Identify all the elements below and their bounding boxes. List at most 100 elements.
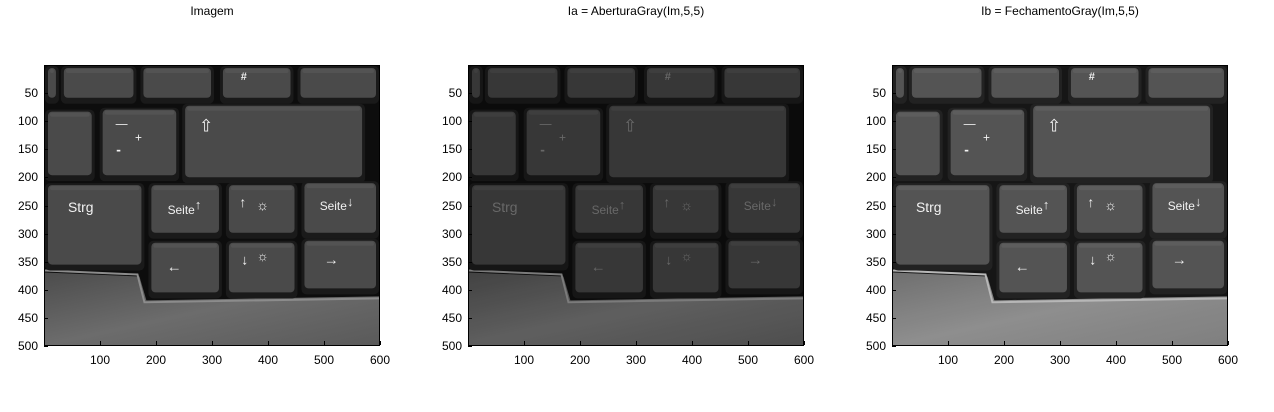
key-minus-label: — — [964, 117, 976, 131]
y-tick-label: 200 — [865, 170, 886, 185]
key-arrow-left-icon: ← — [1015, 260, 1030, 276]
key-arrow-down — [649, 240, 722, 299]
key-top-1 — [60, 66, 137, 104]
x-tick-mark — [804, 341, 805, 345]
key-arrow-up — [1073, 183, 1146, 239]
panel-title: Ia = AberturaGray(Im,5,5) — [567, 4, 705, 18]
palm-rest — [45, 272, 379, 345]
key-row2-left — [469, 109, 519, 182]
key-arrow-left — [996, 240, 1070, 299]
x-tick-label: 500 — [737, 353, 759, 367]
x-tick-mark — [1228, 341, 1229, 345]
key-strg — [893, 183, 993, 271]
keyboard-image: #—+-⇧Strg Seite ↑ ↑ ☼ Seite ↓← ↓ ☼ → — [893, 66, 1227, 345]
key-arrow-up-icon: ↑ — [239, 194, 246, 210]
x-tick-mark — [1172, 341, 1173, 345]
y-tick-label: 50 — [872, 86, 886, 101]
key-seite-up-arrow: ↑ — [195, 197, 201, 212]
x-tick-mark — [580, 341, 581, 345]
y-tick-mark — [44, 149, 48, 151]
key-arrow-up-icon: ↑ — [1087, 194, 1094, 210]
x-tick-label: 400 — [1105, 353, 1127, 367]
key-arrow-right — [725, 238, 803, 295]
y-tick-mark — [44, 121, 48, 123]
y-tick-mark — [468, 346, 472, 347]
palm-rest-edge — [469, 269, 803, 304]
y-tick-label: 500 — [441, 339, 462, 353]
x-tick-mark — [524, 341, 525, 345]
key-row2-left — [45, 109, 95, 182]
key-strg-label: Strg — [492, 199, 517, 215]
image-axes: # — + - ⇧ Strg Seite ↑ ↑ ☼ Seite ↓ ← ↓ ☼ → — [44, 65, 380, 346]
key-seite-down — [1149, 181, 1227, 239]
key-top-0 — [45, 66, 59, 104]
key-top-3 — [643, 66, 718, 104]
y-tick-mark — [892, 205, 896, 207]
y-tick-mark — [468, 177, 472, 179]
key-seite-down — [725, 181, 803, 239]
y-tick-label: 350 — [17, 254, 38, 269]
x-tick-label: 500 — [313, 353, 335, 367]
y-tick-label: 300 — [865, 226, 886, 241]
key-arrow-up-icon: ↑ — [663, 194, 670, 210]
key-arrow-right-icon: → — [748, 253, 763, 269]
y-tick-label: 100 — [441, 114, 462, 129]
key-arrow-down — [1073, 240, 1146, 299]
y-tick-label: 100 — [17, 114, 38, 129]
key-top-4 — [297, 66, 379, 104]
x-tick-label: 300 — [1049, 353, 1071, 367]
key-brightness-down-icon: ☼ — [681, 249, 693, 264]
key-top-4 — [721, 66, 803, 104]
keyboard-image: #—+-⇧Strg Seite ↑ ↑ ☼ Seite ↓← ↓ ☼ → — [469, 66, 803, 345]
y-tick-mark — [892, 177, 896, 179]
palm-rest — [893, 272, 1227, 345]
key-seite-down-label: Seite — [1168, 199, 1196, 213]
key-shift-icon: ⇧ — [1047, 117, 1061, 136]
x-tick-label: 200 — [569, 353, 591, 367]
y-tick-mark — [44, 317, 48, 319]
y-tick-label: 50 — [448, 86, 462, 101]
keyboard-image: #—+-⇧Strg Seite ↑ ↑ ☼ Seite ↓← ↓ ☼ → — [45, 66, 379, 345]
key-shift — [1030, 103, 1214, 184]
y-tick-label: 300 — [17, 226, 38, 241]
key-minus-plus — [947, 107, 1028, 182]
y-tick-mark — [892, 317, 896, 319]
x-tick-label: 100 — [513, 353, 535, 367]
y-tick-label: 450 — [17, 310, 38, 325]
key-minus-plus — [523, 107, 604, 182]
key-plus-label: + — [135, 130, 142, 144]
key-arrow-up — [649, 183, 722, 239]
key-seite-down-arrow: ↓ — [1195, 194, 1201, 209]
key-top-2 — [564, 66, 638, 104]
key-seite-up-label: Seite — [592, 203, 620, 217]
key-hash-label: # — [241, 71, 247, 83]
key-plus-label: + — [559, 130, 566, 144]
y-tick-label: 400 — [441, 282, 462, 297]
key-seite-down-arrow: ↓ — [347, 194, 353, 209]
y-tick-label: 200 — [441, 170, 462, 185]
key-row2-left — [893, 109, 943, 182]
y-tick-mark — [468, 149, 472, 151]
y-tick-mark — [468, 121, 472, 123]
y-tick-mark — [892, 289, 896, 291]
key-brightness-up-icon: ☼ — [680, 197, 693, 213]
key-hash-label: # — [1089, 71, 1095, 83]
y-tick-label: 100 — [865, 114, 886, 129]
y-tick-label: 350 — [865, 254, 886, 269]
key-top-0 — [893, 66, 907, 104]
panel-opening: Ia = AberturaGray(Im,5,5) # — + - ⇧ Strg Seite ↑… — [424, 0, 848, 412]
key-brightness-down-icon: ☼ — [257, 249, 269, 264]
key-arrow-down-icon: ↓ — [241, 252, 248, 268]
x-tick-mark — [100, 341, 101, 345]
x-tick-mark — [1116, 341, 1117, 345]
key-arrow-left-icon: ← — [167, 260, 182, 276]
panel-closing: Ib = FechamentoGray(Im,5,5) # — + - ⇧ Strg Seit… — [848, 0, 1272, 412]
key-plus-label: + — [983, 130, 990, 144]
y-tick-label: 150 — [17, 142, 38, 157]
key-seite-up-arrow: ↑ — [1043, 197, 1049, 212]
x-tick-label: 600 — [1217, 353, 1239, 367]
key-seite-down-label: Seite — [744, 199, 772, 213]
y-tick-label: 150 — [865, 142, 886, 157]
palm-rest — [469, 272, 803, 345]
key-arrow-right-icon: → — [324, 253, 339, 269]
